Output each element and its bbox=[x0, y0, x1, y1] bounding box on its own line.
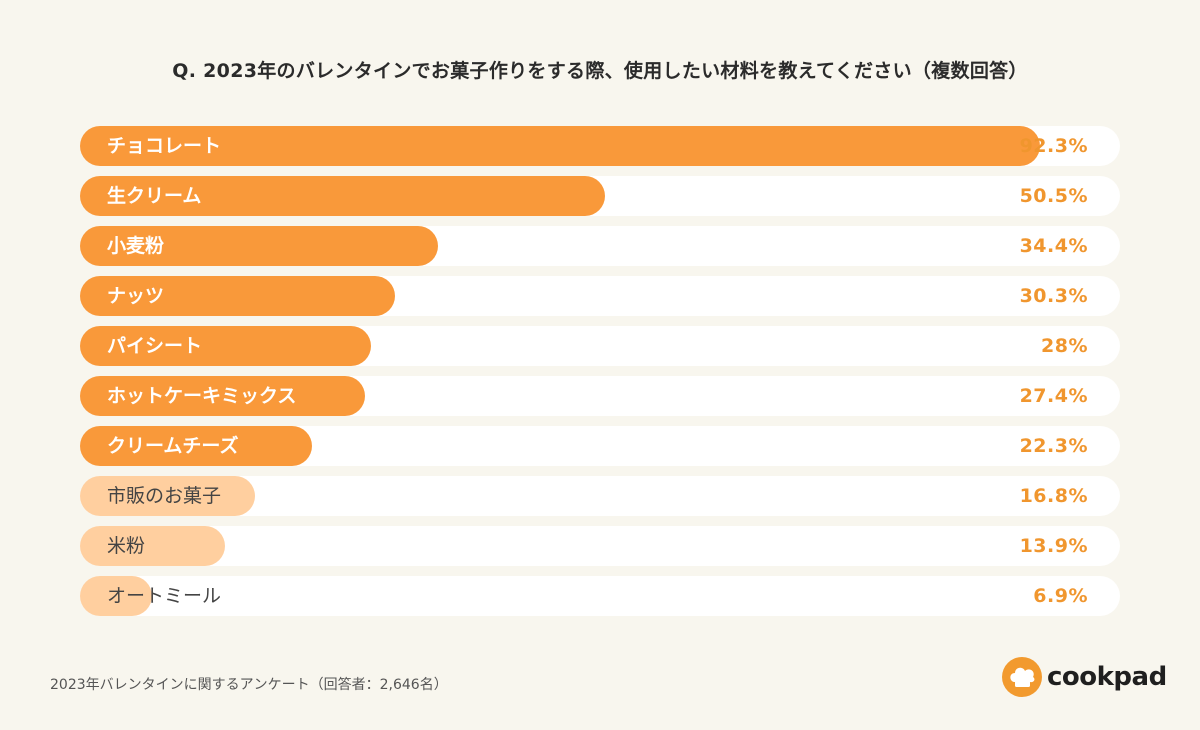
bar bbox=[80, 376, 365, 416]
bar-row: 生クリーム 50.5% bbox=[80, 176, 1120, 216]
category-label: 小麦粉 bbox=[107, 235, 165, 257]
category-label: ナッツ bbox=[107, 285, 165, 307]
value-label: 92.3% bbox=[1019, 135, 1088, 157]
bar-row: 米粉 13.9% bbox=[80, 526, 1120, 566]
bar-row: 小麦粉 34.4% bbox=[80, 226, 1120, 266]
category-label: 米粉 bbox=[107, 535, 146, 557]
bar bbox=[80, 426, 312, 466]
value-label: 22.3% bbox=[1019, 435, 1088, 457]
bar bbox=[80, 226, 438, 266]
category-label: パイシート bbox=[107, 335, 203, 357]
survey-footnote: 2023年バレンタインに関するアンケート（回答者：2,646名） bbox=[50, 677, 448, 693]
category-label: 生クリーム bbox=[107, 185, 202, 207]
bar bbox=[80, 476, 255, 516]
bar-row: クリームチーズ 22.3% bbox=[80, 426, 1120, 466]
bar-row: パイシート 28% bbox=[80, 326, 1120, 366]
logo-wordmark: cookpad bbox=[1047, 662, 1167, 692]
bar bbox=[80, 276, 395, 316]
bar bbox=[80, 176, 605, 216]
bar-chart: チョコレート 92.3% 生クリーム 50.5% 小麦粉 34.4% ナッツ 30.3% パイシ… bbox=[80, 126, 1120, 626]
value-label: 50.5% bbox=[1019, 185, 1088, 207]
value-label: 6.9% bbox=[1033, 585, 1088, 607]
bar bbox=[80, 326, 371, 366]
bar bbox=[80, 126, 1040, 166]
cookpad-logo: cookpad bbox=[1002, 656, 1167, 698]
bar-row: オートミール 6.9% bbox=[80, 576, 1120, 616]
category-label: チョコレート bbox=[107, 135, 222, 157]
value-label: 28% bbox=[1041, 335, 1088, 357]
bar bbox=[80, 576, 152, 616]
chart-title: Q. 2023年のバレンタインでお菓子作りをする際、使用したい材料を教えてくださ… bbox=[172, 60, 1028, 82]
bar-row: ホットケーキミックス 27.4% bbox=[80, 376, 1120, 416]
bar-row: 市販のお菓子 16.8% bbox=[80, 476, 1120, 516]
category-label: ホットケーキミックス bbox=[107, 385, 297, 407]
chef-hat-icon bbox=[1002, 657, 1042, 697]
value-label: 30.3% bbox=[1019, 285, 1088, 307]
bar bbox=[80, 526, 225, 566]
value-label: 13.9% bbox=[1019, 535, 1088, 557]
category-label: 市販のお菓子 bbox=[107, 485, 222, 507]
value-label: 34.4% bbox=[1019, 235, 1088, 257]
bar-row: ナッツ 30.3% bbox=[80, 276, 1120, 316]
value-label: 27.4% bbox=[1019, 385, 1088, 407]
category-label: オートミール bbox=[107, 585, 222, 607]
value-label: 16.8% bbox=[1019, 485, 1088, 507]
category-label: クリームチーズ bbox=[107, 435, 239, 457]
bar-row: チョコレート 92.3% bbox=[80, 126, 1120, 166]
